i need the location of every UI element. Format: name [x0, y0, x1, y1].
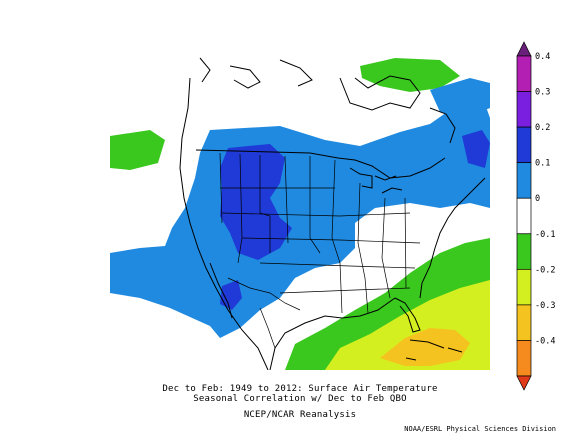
colorbar-tick-label: 0.2 [535, 123, 550, 133]
colorbar-tick-label: -0.4 [535, 336, 555, 346]
caption-line2: Seasonal Correlation w/ Dec to Feb QBO [193, 394, 407, 404]
caption-line3: NCEP/NCAR Reanalysis [243, 410, 357, 420]
state-borders [219, 152, 421, 314]
colorbar-segment [516, 197, 532, 235]
colorbar-segment [516, 55, 532, 92]
colorbar-tick-label: 0 [535, 194, 540, 204]
mexico-strong-positive [220, 280, 242, 310]
colorbar-segment [516, 162, 532, 199]
colorbar-segment [516, 126, 532, 164]
correlation-map [110, 48, 490, 370]
colorbar-segment [516, 91, 532, 128]
credit-text: NOAA/ESRL Physical Sciences Division [404, 425, 556, 433]
colorbar-tick-label: -0.1 [535, 230, 555, 240]
colorbar-segment [516, 233, 532, 270]
caption-line1: Dec to Feb: 1949 to 2012: Surface Air Te… [162, 384, 438, 394]
northeast-blue-region [430, 78, 490, 118]
colorbar-segment [516, 304, 532, 341]
colorbar-tick-label: -0.2 [535, 265, 555, 275]
colorbar-top-arrow [516, 41, 532, 57]
coastlines [179, 57, 486, 370]
colorbar-tick-label: -0.3 [535, 301, 555, 311]
colorbar-tick-label: 0.3 [535, 88, 550, 98]
colorbar-bottom-arrow [516, 375, 532, 391]
northeast-green-region [360, 58, 460, 92]
mexico-borders [227, 277, 301, 349]
colorbar-segment [516, 340, 532, 377]
continental-blue-region [110, 96, 490, 338]
pacific-green-region [110, 130, 165, 170]
colorbar-segment [516, 268, 532, 306]
colorbar-tick-label: 0.4 [535, 52, 550, 62]
caribbean-orange-region [380, 328, 470, 366]
rockies-strong-positive [220, 144, 292, 260]
colorbar-tick-label: 0.1 [535, 159, 550, 169]
greenland-strong-positive [462, 130, 490, 168]
